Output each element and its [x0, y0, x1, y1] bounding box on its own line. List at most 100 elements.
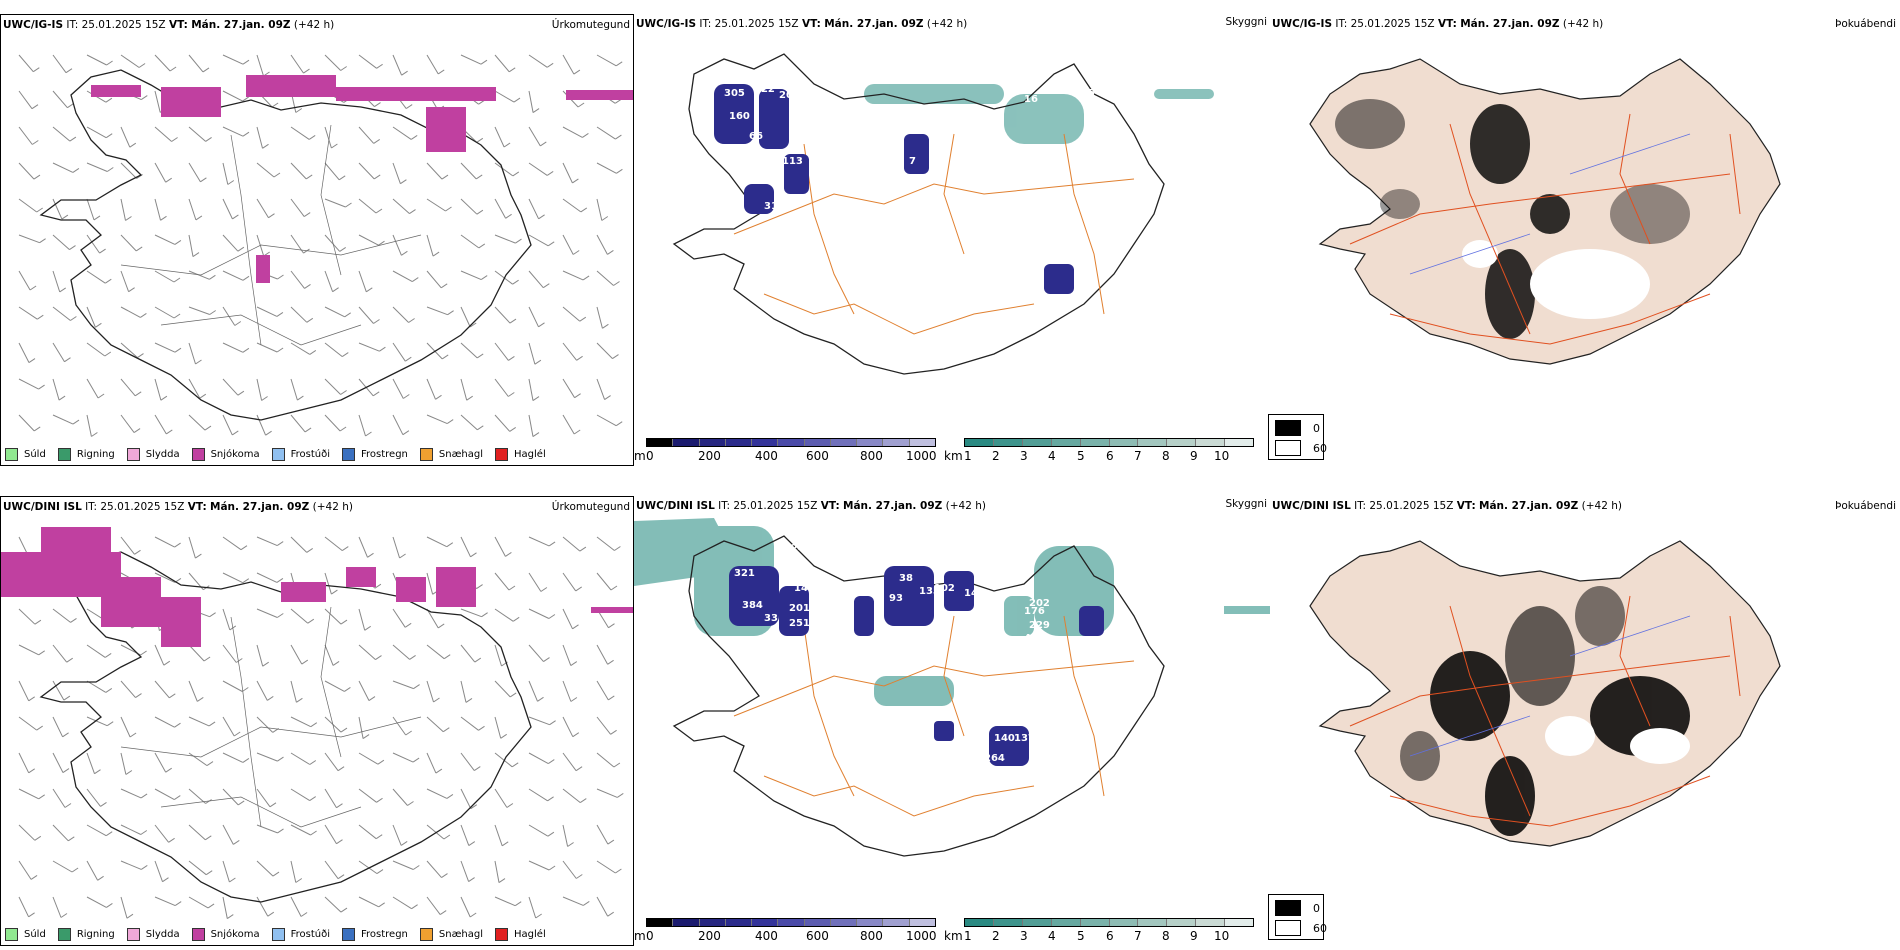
- wind-barb: [52, 198, 63, 220]
- wind-barb: [392, 234, 402, 256]
- wind-barb: [528, 306, 539, 328]
- wind-barb: [460, 824, 470, 846]
- wind-barb: [562, 54, 575, 75]
- wind-barb-flag: [443, 727, 450, 733]
- wind-barb: [120, 306, 141, 318]
- wind-barb: [120, 126, 131, 148]
- wind-barb-flag: [505, 213, 512, 219]
- wind-barb: [18, 716, 37, 731]
- visibility-panel-bottom: 324 321 384 142 201 251 137 81 33 38 135 93 102 144 20…: [634, 496, 1270, 946]
- colorbar-segment: [1080, 919, 1110, 926]
- wind-barb: [86, 198, 95, 221]
- wind-barb-flag: [126, 913, 134, 919]
- wind-barb-flag: [129, 732, 137, 738]
- legend-swatch: [191, 928, 205, 941]
- legend-label: Snjókoma: [210, 449, 260, 460]
- visibility-value-label: 206: [779, 90, 800, 101]
- wind-barb: [324, 896, 342, 913]
- wind-barb: [222, 162, 229, 185]
- colorbar-segment: [1196, 439, 1226, 446]
- wind-barb: [562, 126, 583, 138]
- wind-barb-flag: [169, 693, 176, 699]
- wind-barb: [86, 824, 107, 837]
- wind-barb: [120, 54, 140, 68]
- wind-barb-flag: [205, 136, 212, 142]
- wind-barb-flag: [195, 553, 202, 559]
- wind-barb: [86, 414, 92, 437]
- wind-barb: [188, 752, 208, 767]
- wind-barb-flag: [399, 553, 406, 559]
- wind-barb: [86, 270, 106, 284]
- parameter-title: Þokuábendi: [1835, 18, 1896, 30]
- visibility-value-label: 176: [1024, 606, 1045, 617]
- precip-type-legend: Súld Rigning Slydda Snjókoma Frostúði Fr…: [5, 448, 546, 461]
- wind-barb-flag: [340, 66, 347, 71]
- wind-barb-flag: [242, 757, 250, 763]
- wind-barb-flag: [607, 839, 615, 845]
- wind-barb: [460, 342, 478, 359]
- wind-barb-flag: [511, 762, 519, 768]
- wind-barb-flag: [470, 804, 478, 810]
- wind-barb: [188, 536, 196, 559]
- wind-barb-flag: [547, 796, 554, 802]
- wind-barb: [188, 824, 206, 841]
- colorbar-segment: [1167, 439, 1197, 446]
- tick-label: 8: [1162, 929, 1170, 943]
- visibility-value-label: 125: [979, 618, 1000, 629]
- wind-barb-flag: [512, 279, 519, 285]
- visibility-panel-top: 305 122 206 59 160 113 82 31 66 7 113 675 16 3 UWC/IG…: [634, 14, 1270, 466]
- wind-barb: [358, 126, 375, 144]
- wind-barb-flag: [233, 839, 240, 845]
- colorbar-segment: [804, 919, 831, 926]
- wind-barb-flag: [570, 697, 578, 702]
- wind-barb-flag: [105, 278, 112, 284]
- visibility-value-label: 229: [1029, 620, 1050, 631]
- wind-barb: [188, 126, 206, 142]
- wind-barb: [120, 860, 142, 870]
- colorbar-segment: [993, 439, 1023, 446]
- wind-barb-flag: [433, 697, 440, 703]
- tick-label: 1000: [906, 449, 937, 463]
- visibility-value-label: 33: [764, 613, 778, 624]
- wind-barb: [188, 896, 209, 909]
- wind-barb-flag: [365, 431, 372, 437]
- wind-barb-flag: [33, 426, 41, 432]
- wind-barb: [52, 680, 65, 701]
- wind-barb-flag: [233, 731, 241, 737]
- wind-barb: [290, 306, 308, 323]
- legend-swatch: [57, 928, 71, 941]
- wind-barb-flag: [532, 432, 540, 438]
- wind-barb: [120, 716, 131, 738]
- wind-barb: [426, 270, 442, 289]
- wind-barb: [494, 824, 503, 846]
- wind-barb: [222, 234, 239, 252]
- wind-barb-flag: [100, 801, 107, 807]
- wind-barb-flag: [512, 171, 520, 177]
- wind-barb-flag: [364, 625, 371, 631]
- legend-label: Rigning: [76, 449, 115, 460]
- wind-barb: [18, 126, 33, 145]
- wind-barb: [358, 716, 364, 739]
- wind-barb: [460, 896, 471, 918]
- wind-barb: [154, 342, 176, 353]
- wind-barb-flag: [446, 793, 454, 799]
- wind-barb: [358, 306, 374, 324]
- wind-barb-flag: [91, 432, 98, 437]
- wind-barb-flag: [481, 612, 488, 618]
- wind-barb: [392, 860, 414, 870]
- wind-barb-flag: [514, 901, 522, 907]
- wind-barb: [154, 644, 165, 666]
- visibility-value-label: 201: [789, 603, 810, 614]
- visibility-value-label: 305: [724, 88, 745, 99]
- wind-barb: [86, 716, 108, 727]
- wind-barb: [52, 414, 74, 425]
- tick-label: 1: [964, 449, 972, 463]
- wind-barb-flag: [512, 616, 520, 622]
- wind-barb: [52, 306, 71, 321]
- wind-barb: [562, 752, 577, 771]
- wind-barb-flag: [439, 910, 447, 916]
- visibility-value-label: 321: [734, 568, 755, 579]
- wind-barb-flag: [374, 102, 381, 108]
- wind-barb-flag: [607, 249, 614, 255]
- tick-label: 0: [646, 449, 654, 463]
